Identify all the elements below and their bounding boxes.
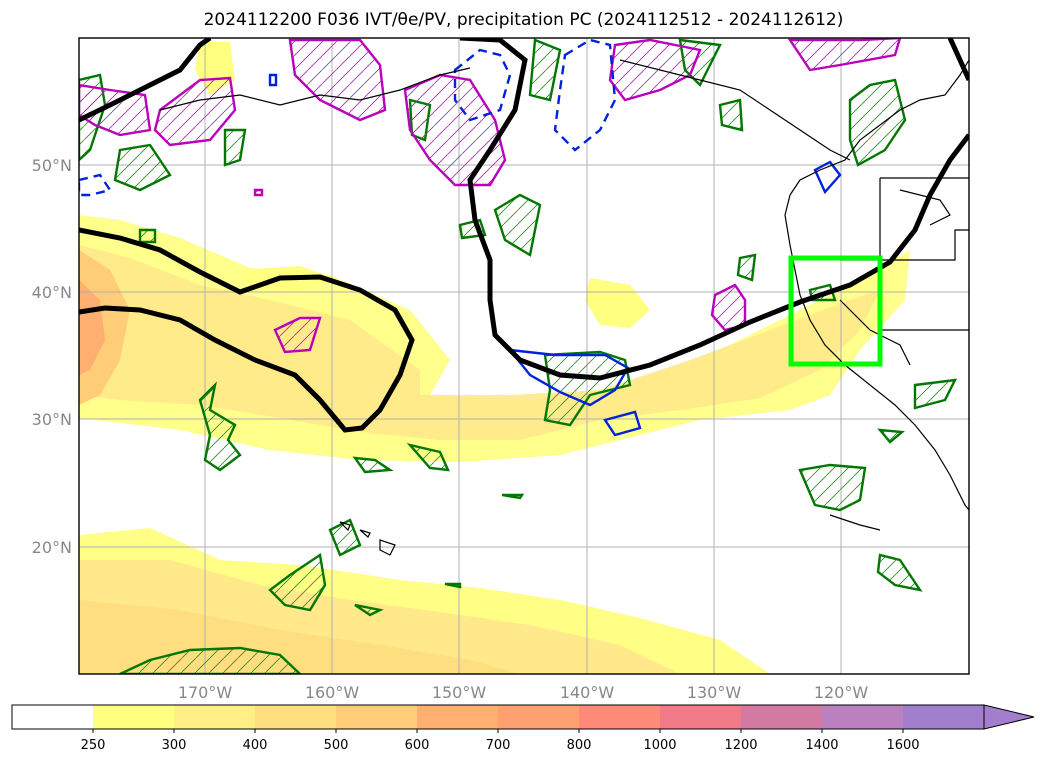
colorbar-cell (255, 705, 336, 729)
lat-label-20: 20°N (32, 538, 72, 557)
colorbar-tick-label: 1600 (886, 738, 919, 753)
lon-label-140w: 140°W (560, 683, 615, 702)
colorbar-cell (660, 705, 741, 729)
highlight-box (788, 255, 883, 367)
colorbar-cell (741, 705, 822, 729)
colorbar-tick-label: 800 (567, 738, 592, 753)
theta-e-contours (79, 38, 969, 433)
colorbar-cell (336, 705, 417, 729)
colorbar-tick-label: 1000 (643, 738, 676, 753)
colorbar-cell (498, 705, 579, 729)
colorbar-cell (12, 705, 93, 729)
lon-label-150w: 150°W (432, 683, 487, 702)
colorbar-tick-label: 500 (324, 738, 349, 753)
colorbar-tick-label: 600 (405, 738, 430, 753)
colorbar-cell (93, 705, 174, 729)
colorbar-cell (174, 705, 255, 729)
lon-label-160w: 160°W (305, 683, 360, 702)
pv-negative-contours (79, 38, 842, 437)
lon-label-130w: 130°W (687, 683, 742, 702)
lat-label-50: 50°N (32, 156, 72, 175)
map-title: 2024112200 F036 IVT/θe/PV, precipitation… (203, 10, 844, 30)
lat-label-30: 30°N (32, 410, 72, 429)
colorbar-tick-label: 250 (81, 738, 106, 753)
map-frame (78, 37, 970, 675)
lat-label-40: 40°N (32, 283, 72, 302)
colorbar-tick-label: 300 (162, 738, 187, 753)
colorbar-tick-label: 1200 (724, 738, 757, 753)
pv-positive-contours (79, 38, 902, 354)
colorbar-cell (903, 705, 984, 729)
colorbar-tick-label: 700 (486, 738, 511, 753)
colorbar-cell (417, 705, 498, 729)
lat-labels: 50°N 40°N 30°N 20°N (32, 156, 72, 557)
lon-label-170w: 170°W (178, 683, 233, 702)
ivt-shading (79, 42, 910, 674)
colorbar-extend-arrow (983, 704, 1035, 730)
map-panel (79, 38, 969, 674)
lon-label-120w: 120°W (814, 683, 869, 702)
colorbar-tick-label: 1400 (805, 738, 838, 753)
colorbar: 250 300 400 500 600 700 800 1000 1200 1400 1600 (11, 704, 1035, 753)
lon-labels: 170°W 160°W 150°W 140°W 130°W 120°W (178, 683, 869, 702)
colorbar-cell (822, 705, 903, 729)
colorbar-tick-label: 400 (243, 738, 268, 753)
colorbar-cell (579, 705, 660, 729)
